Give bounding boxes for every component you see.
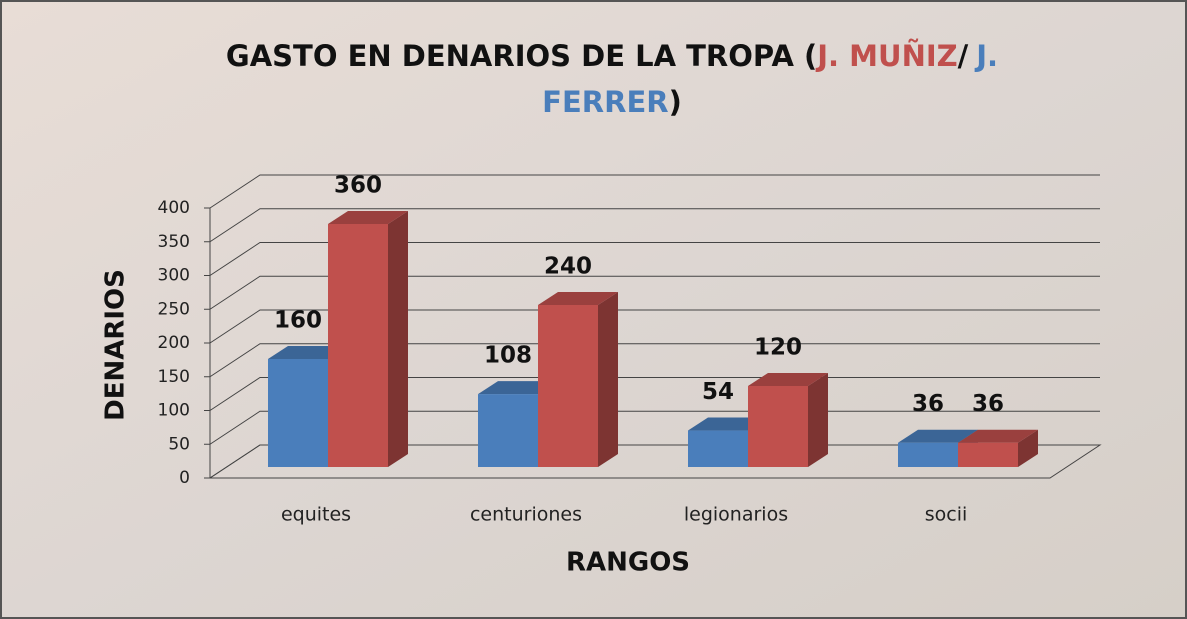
x-tick-label: socii: [925, 504, 968, 526]
bar-side: [808, 373, 828, 467]
data-label: 120: [754, 335, 802, 361]
bar: [688, 431, 748, 467]
data-label: 36: [972, 391, 1004, 417]
x-tick-label: centuriones: [470, 504, 582, 526]
title-series-name: J. MUÑIZ: [815, 39, 957, 73]
title-series-name: J.: [974, 39, 998, 73]
bar: [328, 224, 388, 467]
data-label: 160: [274, 308, 322, 334]
y-tick-label: 400: [158, 198, 190, 218]
bar: [958, 443, 1018, 467]
bar: [748, 386, 808, 467]
data-label: 360: [334, 173, 382, 199]
y-tick-label: 250: [158, 299, 190, 319]
x-tick-label: legionarios: [684, 504, 788, 526]
x-tick-label: equites: [281, 504, 351, 526]
data-label: 54: [702, 379, 734, 405]
y-tick-label: 0: [179, 468, 190, 488]
title-text: GASTO EN DENARIOS DE LA TROPA (: [226, 39, 817, 73]
data-label: 108: [484, 343, 532, 369]
bar-side: [388, 211, 408, 467]
y-tick-label: 350: [158, 232, 190, 252]
y-axis-title: DENARIOS: [101, 269, 131, 421]
y-tick-label: 50: [168, 434, 190, 454]
title-text: ): [669, 85, 682, 119]
bar: [898, 443, 958, 467]
y-tick-label: 200: [158, 333, 190, 353]
bar: [538, 305, 598, 467]
data-label: 36: [912, 391, 944, 417]
y-tick-label: 100: [158, 401, 190, 421]
chart: GASTO EN DENARIOS DE LA TROPA (J. MUÑIZ/…: [0, 0, 1187, 619]
y-tick-label: 150: [158, 367, 190, 387]
bar: [268, 359, 328, 467]
y-tick-label: 300: [158, 266, 190, 286]
bar: [478, 394, 538, 467]
chart-title: GASTO EN DENARIOS DE LA TROPA (J. MUÑIZ/…: [226, 39, 998, 73]
chart-title-line2: FERRER): [542, 85, 682, 119]
bar-side: [598, 292, 618, 467]
data-label: 240: [544, 254, 592, 280]
title-text: /: [958, 39, 969, 73]
x-axis-title: RANGOS: [566, 548, 690, 578]
title-series-name: FERRER: [542, 85, 668, 119]
